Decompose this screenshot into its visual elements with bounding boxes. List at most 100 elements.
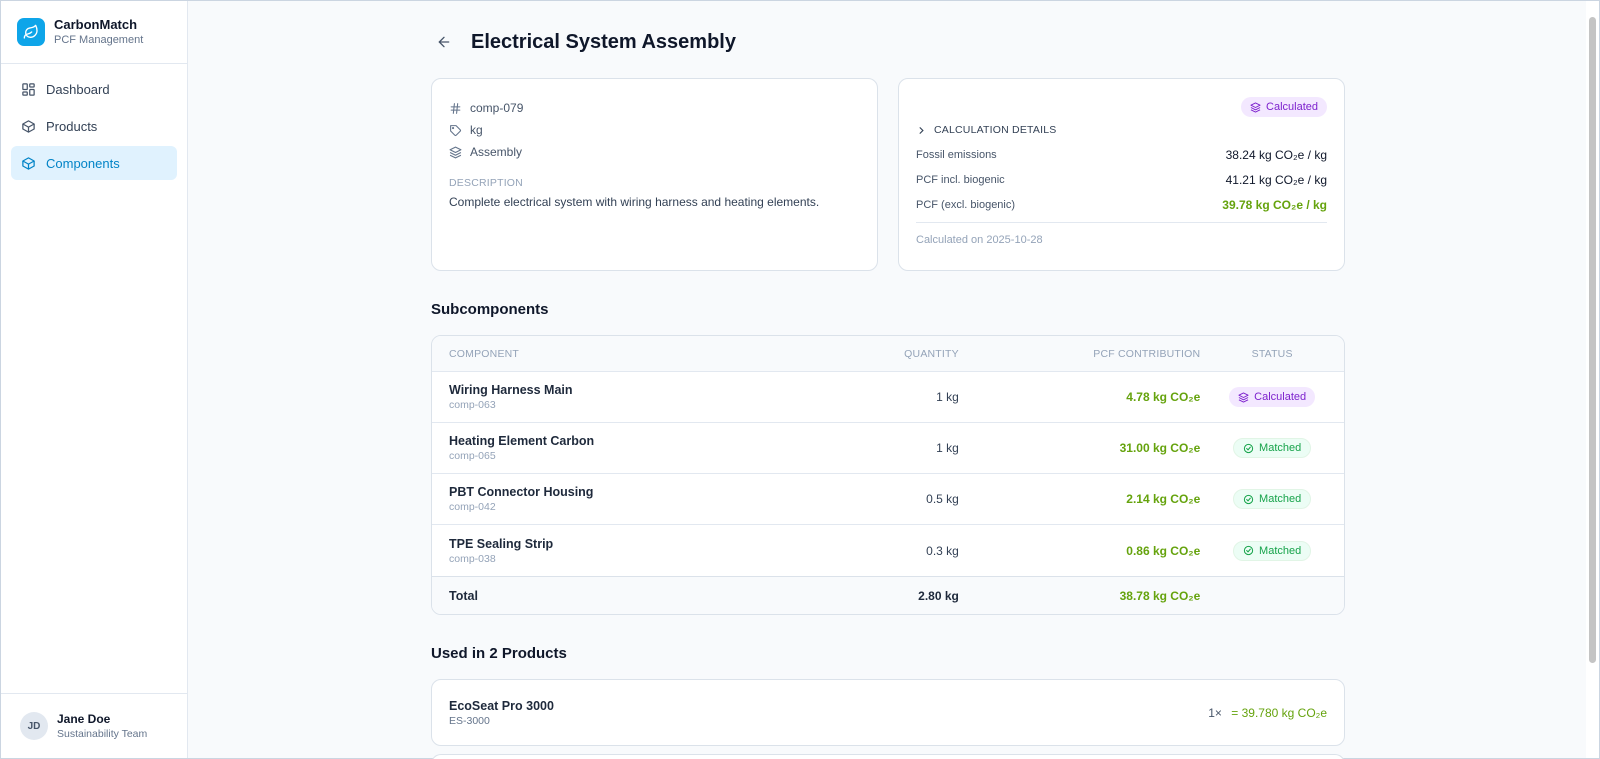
layers-icon <box>449 146 462 158</box>
product-item[interactable]: EcoSeat Pro 3000 ES-3000 1× = 39.780 kg … <box>431 679 1345 746</box>
status-badge-label: Matched <box>1259 493 1302 505</box>
hash-icon <box>450 102 461 114</box>
user-profile[interactable]: JD Jane Doe Sustainability Team <box>1 693 187 758</box>
box-icon <box>22 119 35 133</box>
product-name: EcoSeat Pro 3000 <box>449 698 554 713</box>
pcf-incl-biogenic-row: PCF incl. biogenic 41.21 kg CO₂e / kg <box>916 167 1327 192</box>
sidebar-item-dashboard[interactable]: Dashboard <box>11 72 177 106</box>
total-pcf: 38.78 kg CO₂e <box>1119 588 1201 603</box>
kv-label: PCF (excl. biogenic) <box>916 198 1016 211</box>
fossil-emissions-row: Fossil emissions 38.24 kg CO₂e / kg <box>916 142 1327 167</box>
status-badge: Calculated <box>1241 97 1327 117</box>
divider <box>916 222 1327 223</box>
subcomponent-name: PBT Connector Housing <box>449 485 594 499</box>
component-id-row: comp-079 <box>449 97 860 119</box>
status-badge: Matched <box>1233 489 1312 509</box>
kv-value: 39.78 kg CO₂e / kg <box>1222 197 1327 212</box>
back-button[interactable] <box>432 30 456 54</box>
calculation-details-label: CALCULATION DETAILS <box>934 124 1057 136</box>
product-item-partial[interactable] <box>431 754 1345 759</box>
sidebar-item-label: Products <box>46 118 98 134</box>
table-row[interactable]: Heating Element Carbon comp-065 1 kg 31.… <box>432 423 1344 474</box>
layers-icon <box>1238 391 1249 403</box>
user-team: Sustainability Team <box>57 727 148 740</box>
product-pcf-total: = 39.780 kg CO₂e <box>1231 705 1327 720</box>
subcomponents-table: COMPONENT QUANTITY PCF CONTRIBUTION STAT… <box>431 335 1345 615</box>
component-unit: kg <box>470 123 483 137</box>
subcomponent-name: TPE Sealing Strip <box>449 536 554 551</box>
status-badge-label: Calculated <box>1266 101 1318 113</box>
status-badge-label: Matched <box>1259 442 1302 454</box>
chevron-right-icon <box>919 126 924 134</box>
header-status: STATUS <box>1251 347 1293 360</box>
tag-icon <box>450 124 461 136</box>
subcomponent-pcf: 31.00 kg CO₂e <box>1119 441 1201 455</box>
sidebar-item-label: Components <box>46 155 120 171</box>
status-badge: Matched <box>1233 438 1312 458</box>
description-text: Complete electrical system with wiring h… <box>449 195 820 209</box>
leaf-icon <box>17 18 45 46</box>
table-row[interactable]: TPE Sealing Strip comp-038 0.3 kg 0.86 k… <box>432 525 1344 576</box>
check-circle-icon <box>1243 443 1254 453</box>
calculation-card: Calculated CALCULATION DETAILS Fossil em… <box>898 78 1345 271</box>
user-name: Jane Doe <box>57 711 111 726</box>
subcomponent-quantity: 1 kg <box>936 441 959 455</box>
sidebar-item-components[interactable]: Components <box>11 146 177 180</box>
check-circle-icon <box>1243 545 1254 556</box>
sidebar: CarbonMatch PCF Management Dashboard Pro… <box>1 1 188 758</box>
status-badge: Matched <box>1233 540 1312 561</box>
brand: CarbonMatch PCF Management <box>1 1 187 64</box>
subcomponent-quantity: 1 kg <box>936 390 959 404</box>
calculation-date: Calculated on 2025-10-28 <box>916 234 1043 246</box>
sidebar-nav: Dashboard Products Components <box>1 64 187 191</box>
kv-label: PCF incl. biogenic <box>916 173 1005 186</box>
layers-icon <box>1250 101 1261 113</box>
brand-subtitle: PCF Management <box>54 34 144 46</box>
page-header: Electrical System Assembly <box>432 30 736 54</box>
subcomponent-quantity: 0.5 kg <box>926 492 959 506</box>
subcomponent-name: Wiring Harness Main <box>449 383 573 397</box>
table-total-row: Total 2.80 kg 38.78 kg CO₂e <box>432 576 1344 614</box>
kv-value: 41.21 kg CO₂e / kg <box>1225 172 1327 187</box>
product-multiplier: 1× <box>1208 705 1222 720</box>
total-quantity: 2.80 kg <box>918 588 959 603</box>
component-id: comp-079 <box>470 101 524 115</box>
subcomponent-pcf: 0.86 kg CO₂e <box>1126 543 1201 558</box>
scrollbar-thumb[interactable] <box>1589 17 1596 663</box>
subcomponent-quantity: 0.3 kg <box>926 543 959 558</box>
subcomponent-pcf: 4.78 kg CO₂e <box>1126 390 1201 404</box>
header-component: COMPONENT <box>449 347 520 360</box>
component-info-card: comp-079 kg Assembly DESCRIPTION Complet… <box>431 78 878 271</box>
kv-value: 38.24 kg CO₂e / kg <box>1225 147 1327 162</box>
subcomponent-name: Heating Element Carbon <box>449 434 595 448</box>
scrollbar[interactable] <box>1586 1 1599 758</box>
status-badge-label: Matched <box>1259 544 1302 557</box>
dashboard-icon <box>22 82 35 96</box>
subcomponent-id: comp-065 <box>449 450 496 462</box>
arrow-left-icon <box>438 36 450 48</box>
subcomponent-id: comp-038 <box>449 552 496 565</box>
kv-label: Fossil emissions <box>916 148 997 161</box>
status-badge: Calculated <box>1229 387 1316 407</box>
subcomponents-title: Subcomponents <box>431 301 549 318</box>
table-row[interactable]: Wiring Harness Main comp-063 1 kg 4.78 k… <box>432 372 1344 423</box>
subcomponent-pcf: 2.14 kg CO₂e <box>1126 492 1201 506</box>
component-unit-row: kg <box>449 119 860 141</box>
brand-name: CarbonMatch <box>54 17 138 32</box>
pcf-excl-biogenic-row: PCF (excl. biogenic) 39.78 kg CO₂e / kg <box>916 192 1327 217</box>
header-pcf: PCF CONTRIBUTION <box>1093 347 1201 360</box>
table-row[interactable]: PBT Connector Housing comp-042 0.5 kg 2.… <box>432 474 1344 525</box>
used-in-products-title: Used in 2 Products <box>431 645 567 662</box>
header-quantity: QUANTITY <box>904 347 959 360</box>
calculation-details-toggle[interactable]: CALCULATION DETAILS <box>916 124 1327 136</box>
sidebar-item-products[interactable]: Products <box>11 109 177 143</box>
product-code: ES-3000 <box>449 714 490 727</box>
page-title: Electrical System Assembly <box>471 30 736 53</box>
description-label: DESCRIPTION <box>449 177 523 189</box>
total-label: Total <box>449 588 478 603</box>
subcomponent-id: comp-063 <box>449 399 496 411</box>
table-header: COMPONENT QUANTITY PCF CONTRIBUTION STAT… <box>432 336 1344 372</box>
status-badge-label: Calculated <box>1254 391 1307 403</box>
box-icon <box>22 156 35 170</box>
component-type: Assembly <box>470 145 523 159</box>
